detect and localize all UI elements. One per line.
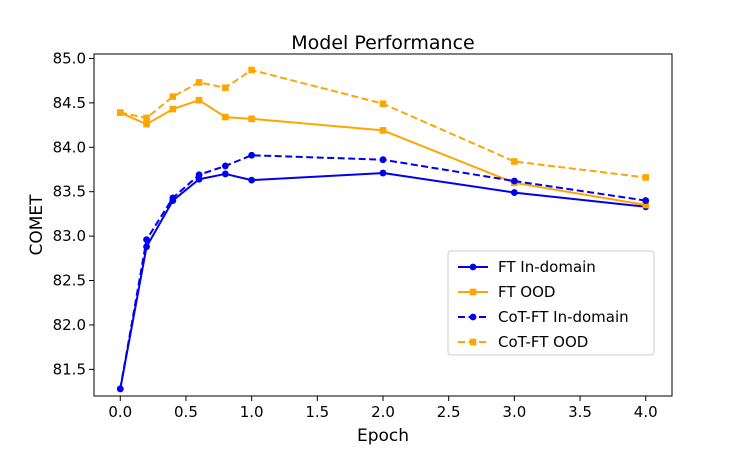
data-point: [510, 189, 518, 196]
data-point: [248, 151, 256, 159]
data-point: [379, 127, 387, 134]
y-tick-label: 82.5: [53, 272, 86, 290]
x-tick-label: 2.0: [371, 403, 395, 421]
legend-label: CoT-FT In-domain: [498, 308, 629, 326]
data-point: [169, 105, 177, 113]
data-point: [195, 96, 203, 104]
x-tick-label: 4.0: [634, 403, 658, 421]
y-tick-label: 85.0: [53, 49, 86, 67]
x-tick-label: 3.5: [568, 403, 592, 421]
legend-label: FT OOD: [498, 283, 555, 301]
y-tick-label: 81.5: [53, 360, 86, 378]
data-point: [511, 158, 518, 165]
y-tick-label: 83.0: [53, 227, 86, 245]
y-tick-label: 82.0: [53, 316, 86, 334]
data-point: [195, 79, 203, 86]
legend-box: [447, 250, 655, 356]
data-point: [143, 236, 150, 244]
data-point: [379, 169, 387, 177]
x-tick-label: 2.5: [437, 403, 461, 421]
legend-marker: [469, 313, 477, 321]
data-point: [169, 194, 177, 202]
data-point: [248, 66, 255, 74]
plot-area: [116, 66, 650, 393]
y-tick-label: 84.0: [53, 138, 86, 156]
data-point: [222, 113, 229, 121]
data-point: [143, 120, 150, 128]
data-point: [379, 100, 387, 108]
data-point: [248, 176, 256, 184]
data-point: [642, 174, 650, 181]
legend-label: FT In-domain: [498, 258, 596, 276]
legend-label: CoT-FT OOD: [498, 333, 588, 351]
chart-title: Model Performance: [291, 32, 475, 54]
x-tick-label: 0.0: [108, 403, 132, 421]
x-tick-label: 1.0: [240, 403, 264, 421]
x-tick-label: 1.5: [305, 403, 329, 421]
data-point: [116, 385, 124, 393]
y-tick-label: 83.5: [53, 183, 86, 201]
data-point: [169, 93, 177, 100]
x-axis-label: Epoch: [357, 426, 409, 446]
data-point: [222, 84, 229, 92]
data-point: [510, 177, 518, 185]
legend-marker: [469, 288, 477, 296]
data-point: [642, 201, 650, 209]
data-point: [221, 162, 229, 170]
y-axis-label: COMET: [27, 194, 47, 256]
x-tick-label: 0.5: [174, 403, 198, 421]
data-point: [248, 115, 255, 123]
data-point: [143, 114, 150, 122]
data-point: [379, 156, 387, 164]
legend-marker: [469, 338, 477, 346]
data-point: [642, 197, 650, 204]
series-3: [116, 66, 650, 181]
data-point: [195, 171, 203, 179]
data-point: [221, 170, 229, 178]
legend: FT In-domain FT OOD CoT-FT In-domain CoT-FT…: [447, 250, 655, 356]
y-tick-label: 84.5: [53, 94, 86, 112]
series-2: [116, 151, 650, 393]
data-point: [116, 109, 124, 116]
x-tick-label: 3.0: [502, 403, 526, 421]
legend-marker: [469, 263, 477, 271]
